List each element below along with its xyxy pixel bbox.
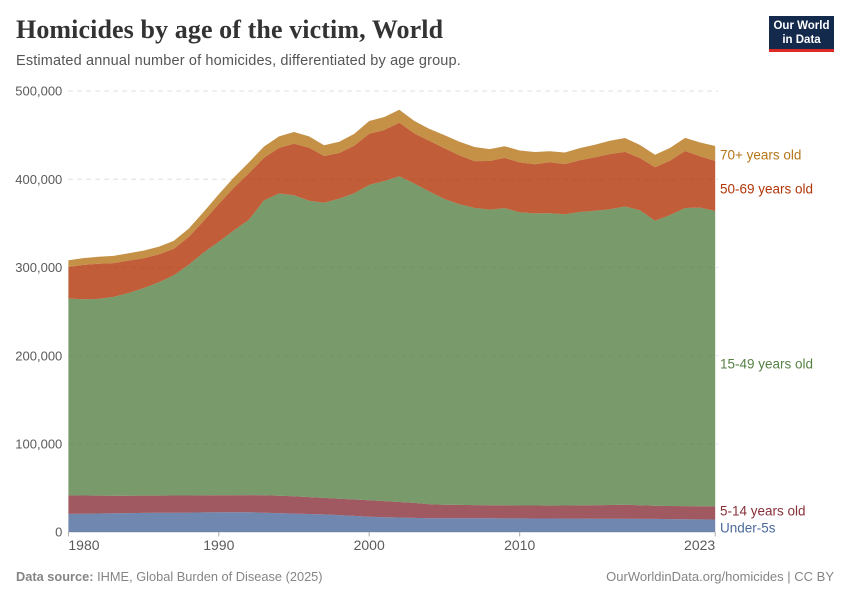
svg-text:5-14 years old: 5-14 years old xyxy=(720,504,806,519)
svg-text:Under-5s: Under-5s xyxy=(720,521,776,536)
svg-text:70+ years old: 70+ years old xyxy=(720,148,801,163)
svg-text:400,000: 400,000 xyxy=(15,172,62,187)
svg-text:2010: 2010 xyxy=(504,537,535,553)
svg-text:1990: 1990 xyxy=(203,537,234,553)
svg-text:200,000: 200,000 xyxy=(15,348,62,363)
svg-text:0: 0 xyxy=(55,525,62,540)
svg-text:100,000: 100,000 xyxy=(15,437,62,452)
svg-text:50-69 years old: 50-69 years old xyxy=(720,182,813,197)
svg-text:2023: 2023 xyxy=(684,537,715,553)
svg-text:500,000: 500,000 xyxy=(15,84,62,99)
svg-text:2000: 2000 xyxy=(354,537,385,553)
svg-text:15-49 years old: 15-49 years old xyxy=(720,357,813,372)
svg-text:300,000: 300,000 xyxy=(15,260,62,275)
svg-text:1980: 1980 xyxy=(68,537,99,553)
